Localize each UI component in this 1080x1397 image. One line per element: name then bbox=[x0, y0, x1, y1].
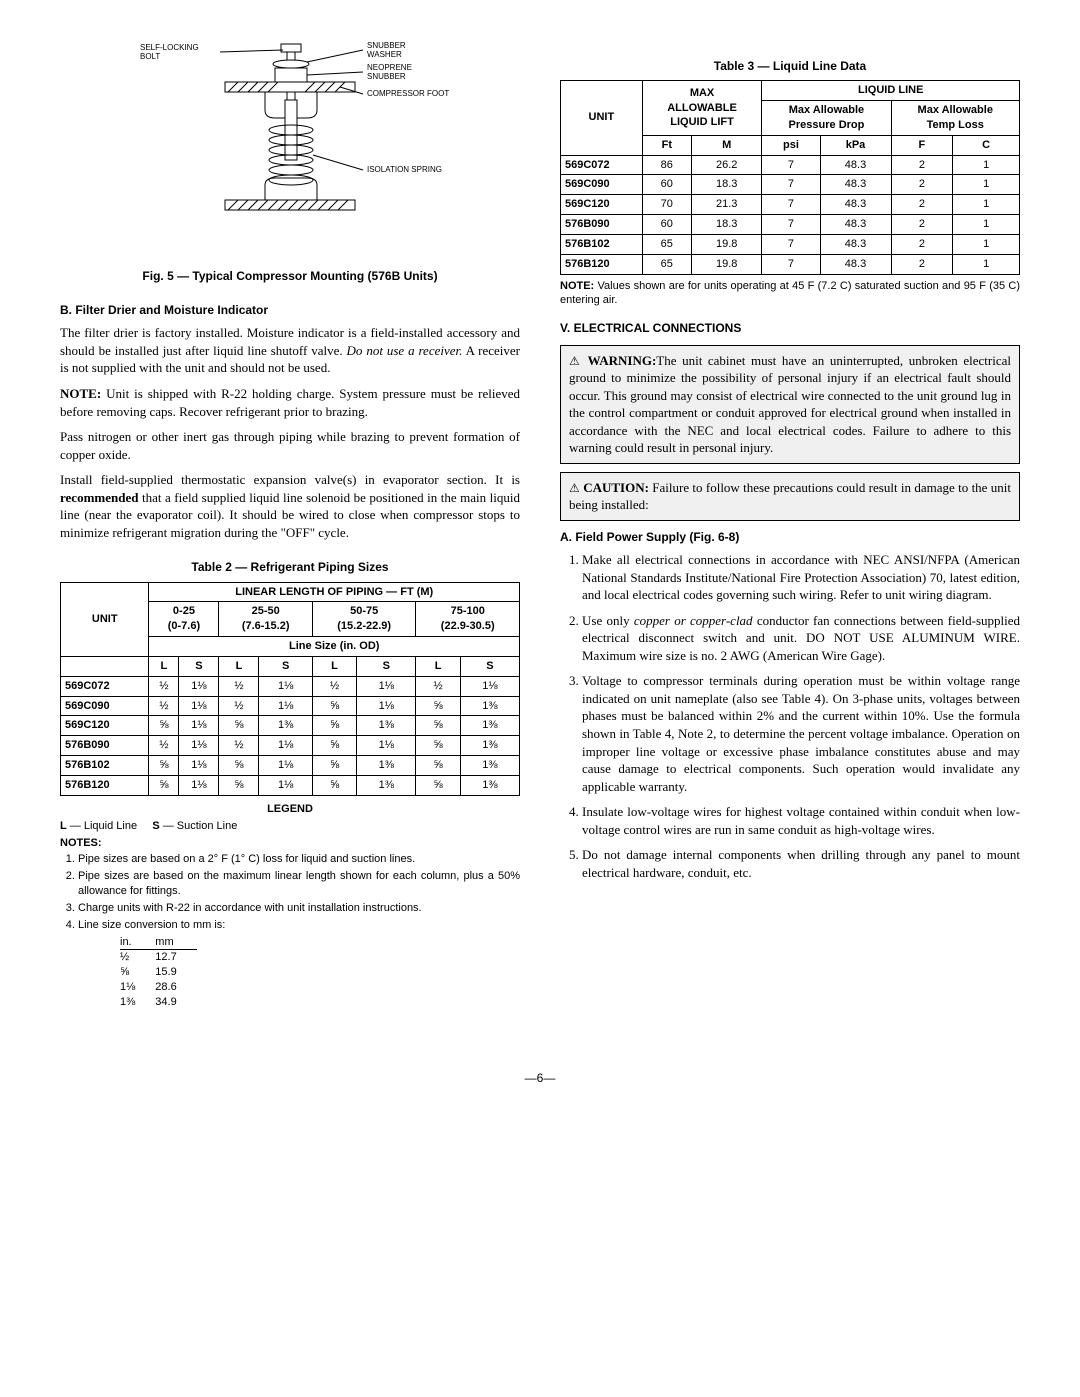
label-neoprene-snubber: NEOPRENE bbox=[367, 63, 412, 72]
list-item: Use only copper or copper-clad conductor… bbox=[582, 612, 1020, 665]
list-item: Make all electrical connections in accor… bbox=[582, 551, 1020, 604]
page-number: —6— bbox=[60, 1070, 1020, 1086]
right-column: Table 3 — Liquid Line Data UNIT MAXALLOW… bbox=[560, 40, 1020, 1010]
sectb-para3: Pass nitrogen or other inert gas through… bbox=[60, 428, 520, 463]
warning-icon: ⚠ bbox=[569, 354, 582, 368]
legend-block: LEGEND L — Liquid Line S — Suction Line … bbox=[60, 802, 520, 1010]
label-compressor-foot: COMPRESSOR FOOT bbox=[367, 89, 449, 98]
table2-caption: Table 2 — Refrigerant Piping Sizes bbox=[60, 559, 520, 575]
fig5-diagram: SELF-LOCKING BOLT SNUBBER WASHER NEOPREN… bbox=[125, 40, 455, 260]
list-item: Voltage to compressor terminals during o… bbox=[582, 672, 1020, 795]
label-isolation-spring: ISOLATION SPRING bbox=[367, 165, 442, 174]
section-v-title: V. ELECTRICAL CONNECTIONS bbox=[560, 320, 1020, 336]
svg-text:BOLT: BOLT bbox=[140, 52, 160, 61]
table3-note: NOTE: Values shown are for units operati… bbox=[560, 279, 1020, 309]
left-column: SELF-LOCKING BOLT SNUBBER WASHER NEOPREN… bbox=[60, 40, 520, 1010]
sectb-para4: Install field-supplied thermostatic expa… bbox=[60, 471, 520, 541]
table3: UNIT MAXALLOWABLELIQUID LIFT LIQUID LINE… bbox=[560, 80, 1020, 274]
warning-box: ⚠ WARNING:The unit cabinet must have an … bbox=[560, 345, 1020, 464]
label-self-locking: SELF-LOCKING bbox=[140, 43, 199, 52]
caution-box: ⚠ CAUTION: Failure to follow these preca… bbox=[560, 472, 1020, 521]
section-b-title: B. Filter Drier and Moisture Indicator bbox=[60, 302, 520, 318]
field-power-list: Make all electrical connections in accor… bbox=[560, 551, 1020, 881]
list-item: Insulate low-voltage wires for highest v… bbox=[582, 803, 1020, 838]
svg-text:WASHER: WASHER bbox=[367, 50, 402, 59]
table2: UNIT LINEAR LENGTH OF PIPING — FT (M) 0-… bbox=[60, 582, 520, 796]
section-a-title: A. Field Power Supply (Fig. 6-8) bbox=[560, 529, 1020, 545]
list-item: Do not damage internal components when d… bbox=[582, 846, 1020, 881]
conversion-table: in.mm ½12.7⅝15.91⅛28.61⅜34.9 bbox=[120, 935, 197, 1010]
sectb-para2: NOTE: Unit is shipped with R-22 holding … bbox=[60, 385, 520, 420]
table3-caption: Table 3 — Liquid Line Data bbox=[560, 58, 1020, 74]
fig5-caption: Fig. 5 — Typical Compressor Mounting (57… bbox=[60, 268, 520, 284]
svg-text:SNUBBER: SNUBBER bbox=[367, 72, 406, 81]
sectb-para1: The filter drier is factory installed. M… bbox=[60, 324, 520, 377]
caution-icon: ⚠ bbox=[569, 481, 580, 495]
label-snubber-washer: SNUBBER bbox=[367, 41, 406, 50]
